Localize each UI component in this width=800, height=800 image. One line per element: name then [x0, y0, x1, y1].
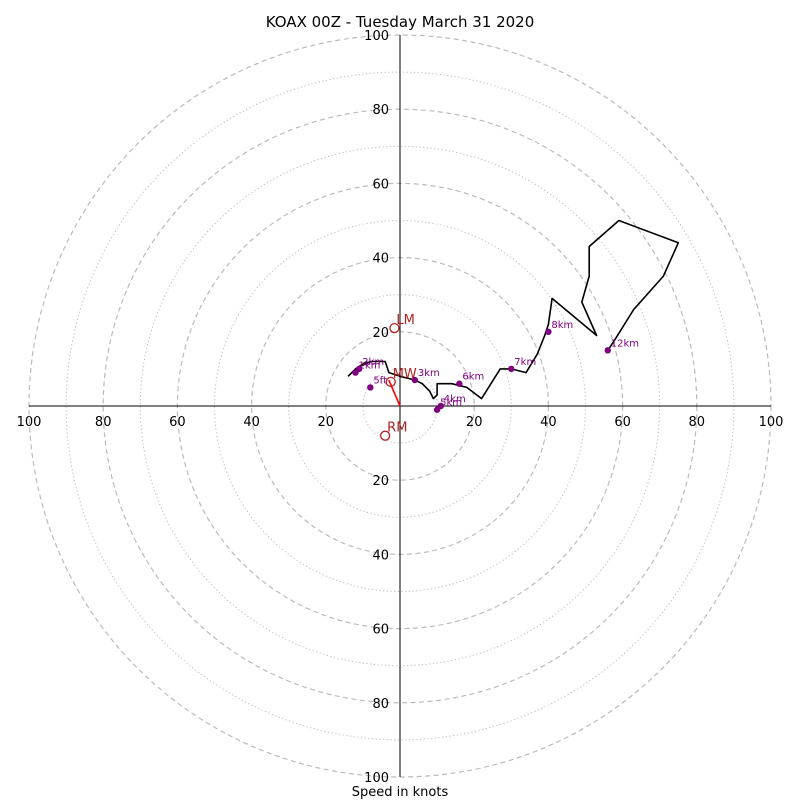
height-point-3km — [411, 376, 419, 384]
tick-label-right-20: 20 — [466, 415, 483, 430]
tick-label-bottom-60: 60 — [372, 623, 389, 638]
tick-labels: 100 100 100 100 80 80 80 80 60 60 60 60 40 40 40 40 20 20… — [17, 29, 784, 786]
height-label-2km: 2km — [362, 357, 384, 368]
storm-motion-LM — [389, 322, 400, 334]
trace-line — [347, 219, 680, 400]
tick-label-bottom-100: 100 — [364, 771, 389, 786]
height-point-1km — [352, 369, 359, 376]
tick-label-top-100: 100 — [364, 29, 389, 44]
tick-label-right-40: 40 — [540, 415, 557, 430]
tick-label-top-40: 40 — [372, 252, 389, 267]
height-point-5km — [433, 406, 441, 413]
height-label-1km: 1km — [358, 361, 380, 372]
height-label-6km: 6km — [462, 372, 484, 383]
chart-title: KOAX 00Z - Tuesday March 31 2020 — [266, 13, 535, 31]
storm-motion-RM — [380, 430, 391, 441]
height-label-8km: 8km — [551, 320, 573, 331]
height-point-12km — [604, 347, 611, 354]
storm-motion-line — [388, 379, 401, 407]
tick-label-top-60: 60 — [372, 177, 389, 192]
height-label-12km: 12km — [611, 338, 639, 349]
tick-label-left-100: 100 — [17, 415, 42, 430]
storm-motion-label-RM: RM — [387, 421, 407, 436]
tick-label-top-80: 80 — [372, 103, 389, 118]
storm-motion-label-MW: MW — [393, 367, 417, 382]
tick-label-left-40: 40 — [243, 415, 260, 430]
tick-label-right-80: 80 — [689, 415, 706, 430]
x-axis-label: Speed in knots — [352, 785, 449, 800]
storm-motion-vector — [388, 379, 401, 407]
tick-label-bottom-80: 80 — [372, 697, 389, 712]
tick-label-right-100: 100 — [759, 415, 784, 430]
height-label-5ft: 5ft — [373, 375, 387, 386]
tick-label-bottom-40: 40 — [372, 548, 389, 563]
height-point-7km — [508, 365, 515, 373]
tick-label-top-20: 20 — [372, 326, 389, 341]
height-label-4km: 4km — [444, 394, 466, 405]
storm-motion-label-LM: LM — [396, 313, 414, 328]
tick-label-right-60: 60 — [614, 415, 631, 430]
tick-label-bottom-20: 20 — [372, 474, 389, 489]
height-label-5km: 5km — [440, 398, 462, 409]
height-point-8km — [545, 328, 552, 335]
tick-label-left-20: 20 — [318, 415, 335, 430]
tick-label-left-80: 80 — [95, 415, 112, 430]
tick-label-left-60: 60 — [169, 415, 186, 430]
height-label-3km: 3km — [418, 368, 440, 379]
height-label-7km: 7km — [514, 357, 536, 368]
storm-motion-markers: LM MW RM — [380, 313, 417, 441]
height-point-6km — [456, 380, 463, 387]
hodograph-trace — [347, 219, 680, 400]
storm-motion-MW — [385, 376, 396, 388]
height-point-5ft — [367, 384, 374, 391]
